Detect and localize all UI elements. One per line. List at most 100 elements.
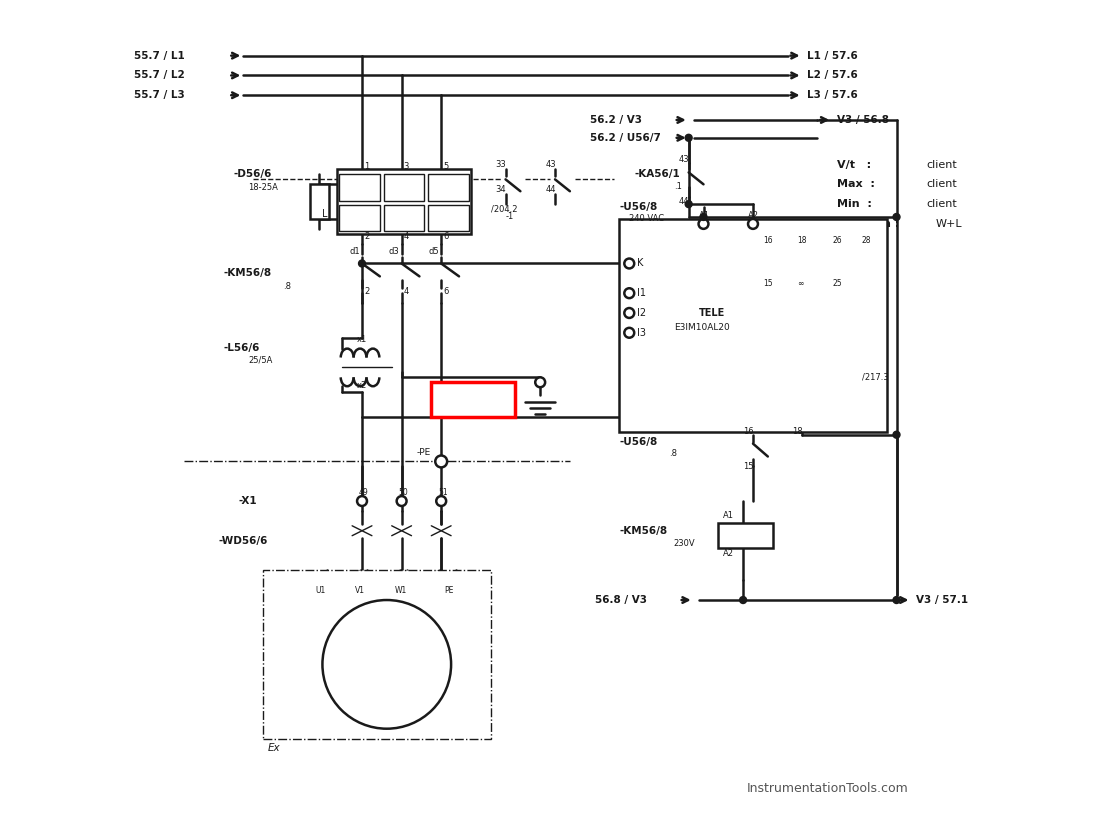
Circle shape xyxy=(740,596,747,604)
Text: 18-25A: 18-25A xyxy=(248,183,278,192)
Text: /204.2: /204.2 xyxy=(491,204,517,213)
Text: 4: 4 xyxy=(404,287,408,296)
Text: W1: W1 xyxy=(395,586,407,595)
Text: ∞: ∞ xyxy=(798,279,804,288)
Text: K: K xyxy=(637,258,644,269)
Text: 56.2 / U56/7: 56.2 / U56/7 xyxy=(589,133,661,143)
Text: 44: 44 xyxy=(679,197,690,206)
Bar xyxy=(429,205,469,231)
Text: TELE: TELE xyxy=(699,308,724,318)
Text: .8: .8 xyxy=(668,449,677,458)
Text: -KM56/8: -KM56/8 xyxy=(223,269,271,279)
Text: -KA56/1: -KA56/1 xyxy=(634,169,680,180)
Circle shape xyxy=(624,308,634,318)
Text: 43: 43 xyxy=(545,160,556,169)
Text: PE: PE xyxy=(444,586,453,595)
Bar xyxy=(429,174,469,201)
Text: Function :: Function : xyxy=(837,219,899,229)
Circle shape xyxy=(624,328,634,337)
Text: A2: A2 xyxy=(748,212,759,221)
Text: 34: 34 xyxy=(496,185,507,194)
Text: client: client xyxy=(926,179,956,190)
Text: V3 / 56.8: V3 / 56.8 xyxy=(837,115,889,125)
Bar xyxy=(384,174,424,201)
Text: /217.3: /217.3 xyxy=(862,373,888,382)
Text: 18: 18 xyxy=(798,236,807,245)
Text: 50: 50 xyxy=(398,488,408,497)
Text: 49: 49 xyxy=(359,488,368,497)
Text: L: L xyxy=(323,209,328,219)
Text: x1: x1 xyxy=(357,335,367,344)
Text: 51: 51 xyxy=(439,488,448,497)
Text: 15: 15 xyxy=(763,279,772,288)
Bar xyxy=(309,185,329,219)
Text: 240 VAC: 240 VAC xyxy=(629,214,664,224)
Circle shape xyxy=(685,134,692,141)
Text: 26: 26 xyxy=(833,236,841,245)
Text: A1: A1 xyxy=(723,511,734,520)
Text: 2: 2 xyxy=(364,232,369,241)
Text: -U56/8: -U56/8 xyxy=(619,202,657,212)
Circle shape xyxy=(893,431,899,438)
Circle shape xyxy=(748,219,758,229)
Circle shape xyxy=(700,213,706,221)
Text: 55.7 / L1: 55.7 / L1 xyxy=(134,51,185,60)
Text: InstrumentationTools.com: InstrumentationTools.com xyxy=(747,782,908,795)
Text: d1: d1 xyxy=(349,247,359,256)
Text: d5: d5 xyxy=(429,247,439,256)
Text: 56.2 / V3: 56.2 / V3 xyxy=(589,115,642,125)
Text: V3 / 57.1: V3 / 57.1 xyxy=(916,595,969,605)
Text: 5: 5 xyxy=(443,162,449,171)
Circle shape xyxy=(893,213,899,221)
Text: 15: 15 xyxy=(743,462,753,471)
Text: L3 / 57.6: L3 / 57.6 xyxy=(808,90,858,100)
Text: x2: x2 xyxy=(357,381,367,390)
Text: 25/5A: 25/5A xyxy=(248,355,272,364)
Text: Max  :: Max : xyxy=(837,179,875,190)
Text: 6mm²: 6mm² xyxy=(449,392,498,407)
Text: 3: 3 xyxy=(404,162,408,171)
Text: -L56/6: -L56/6 xyxy=(223,342,260,353)
Text: L2 / 57.6: L2 / 57.6 xyxy=(808,70,858,80)
Text: U1: U1 xyxy=(316,586,326,595)
Text: 3~: 3~ xyxy=(376,667,397,681)
Text: Ex: Ex xyxy=(268,743,280,753)
Text: I1: I1 xyxy=(637,288,646,298)
Text: A2: A2 xyxy=(723,549,734,558)
Bar xyxy=(384,205,424,231)
Bar xyxy=(339,205,379,231)
Circle shape xyxy=(624,258,634,269)
Text: -D56/6: -D56/6 xyxy=(233,169,271,180)
Text: 25: 25 xyxy=(833,279,841,288)
Text: 55.7 / L3: 55.7 / L3 xyxy=(134,90,185,100)
Circle shape xyxy=(624,288,634,298)
Text: 16: 16 xyxy=(763,236,772,245)
Text: -WD56/6: -WD56/6 xyxy=(219,536,268,546)
Text: I>: I> xyxy=(354,213,365,222)
Text: -1: -1 xyxy=(506,212,513,221)
Text: 33: 33 xyxy=(496,160,507,169)
Text: -M56/6: -M56/6 xyxy=(278,714,318,724)
Circle shape xyxy=(358,260,365,267)
Text: V/t   :: V/t : xyxy=(837,159,872,169)
Circle shape xyxy=(536,377,545,387)
Text: 55.7 / L2: 55.7 / L2 xyxy=(134,70,185,80)
Circle shape xyxy=(685,201,692,208)
Bar xyxy=(337,169,471,234)
Circle shape xyxy=(435,456,448,467)
Text: 1: 1 xyxy=(364,162,369,171)
Text: -X1: -X1 xyxy=(239,496,257,506)
Circle shape xyxy=(436,496,446,506)
Bar xyxy=(431,382,516,417)
Text: 16: 16 xyxy=(743,427,753,436)
Text: V1: V1 xyxy=(355,586,365,595)
Text: I>: I> xyxy=(398,213,410,222)
Bar xyxy=(339,174,379,201)
Circle shape xyxy=(396,496,406,506)
Text: I2: I2 xyxy=(637,308,646,318)
Text: 18: 18 xyxy=(792,427,804,436)
Text: client: client xyxy=(926,159,956,169)
Text: 230V: 230V xyxy=(674,539,695,548)
Text: -U56/8: -U56/8 xyxy=(619,436,657,447)
Bar xyxy=(263,570,491,739)
